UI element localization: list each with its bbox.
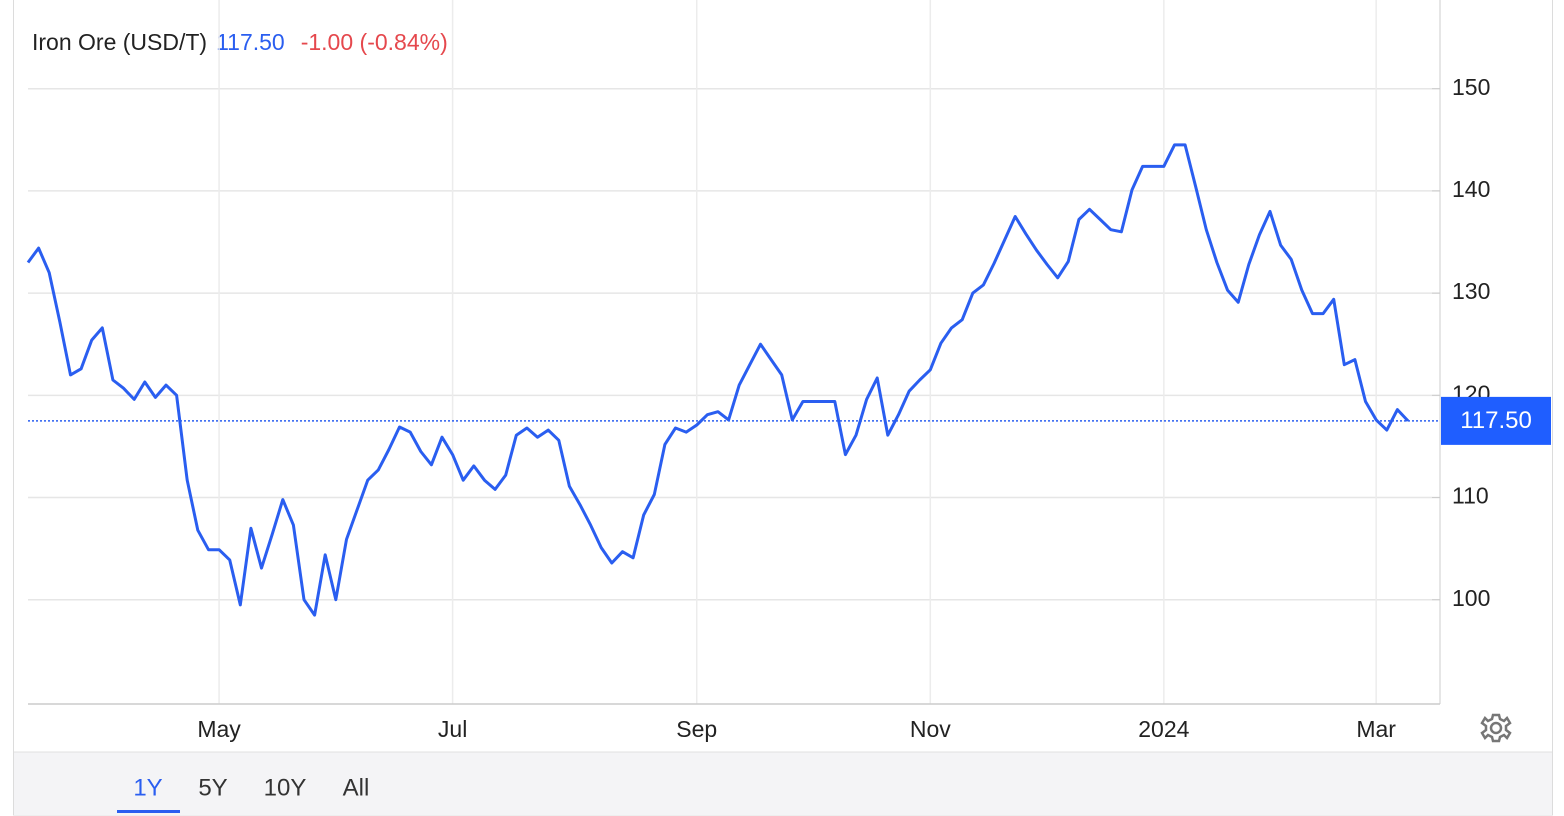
price-change: -1.00 (-0.84%) [301,29,448,55]
price-line [26,143,1410,617]
x-tick-label: Nov [910,716,951,742]
x-tick-label: Sep [676,716,717,742]
y-tick-label: 100 [1452,585,1490,611]
x-tick-label: 2024 [1138,716,1189,742]
current-price: 117.50 [216,29,285,55]
y-tick-label: 130 [1452,278,1490,304]
x-tick-label: May [197,716,241,742]
y-tick-label: 140 [1452,176,1490,202]
gear-outline [1480,713,1512,743]
y-tick-label: 110 [1452,483,1489,509]
frame [13,0,1553,816]
current-price-label: 117.50 [1460,407,1532,434]
x-tick-label: Mar [1356,716,1396,742]
range-button[interactable]: All [343,774,370,801]
x-tick-label: Jul [438,716,467,742]
settings-icon[interactable] [1480,713,1512,743]
range-bar [14,752,1552,815]
range-button[interactable]: 1Y [133,774,162,801]
y-tick-label: 150 [1452,74,1490,100]
current-price-box [1441,396,1551,445]
range-button[interactable]: 10Y [264,774,307,801]
chart-title: Iron Ore (USD/T) [32,29,207,55]
active-range-underline [117,810,180,813]
gear-hub [1489,721,1503,735]
range-button[interactable]: 5Y [198,774,227,801]
